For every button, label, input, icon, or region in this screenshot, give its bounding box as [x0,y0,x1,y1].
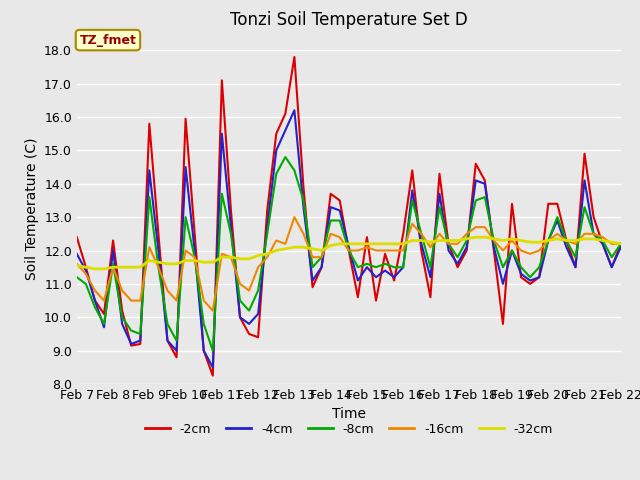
-32cm [73,263,81,268]
-8cm [200,321,207,327]
-8cm [617,241,625,247]
-4cm [563,244,570,250]
-16cm [291,214,298,220]
-8cm [182,214,189,220]
-8cm [273,171,280,177]
-32cm [91,266,99,272]
-8cm [282,154,289,160]
-32cm [408,238,416,243]
-2cm [291,54,298,60]
-32cm [617,241,625,247]
Y-axis label: Soil Temperature (C): Soil Temperature (C) [24,138,38,280]
-2cm [273,131,280,137]
-16cm [381,248,389,253]
-4cm [209,364,216,370]
-32cm [563,238,570,243]
-2cm [617,241,625,247]
Legend: -2cm, -4cm, -8cm, -16cm, -32cm: -2cm, -4cm, -8cm, -16cm, -32cm [140,418,558,441]
-2cm [563,238,570,243]
-2cm [200,348,207,353]
-4cm [73,251,81,257]
Line: -4cm: -4cm [77,110,621,367]
-32cm [372,241,380,247]
-2cm [209,373,216,379]
-2cm [381,251,389,257]
-16cm [417,231,425,237]
-32cm [273,248,280,253]
-16cm [273,238,280,243]
Line: -2cm: -2cm [77,57,621,376]
-16cm [209,308,216,313]
-8cm [563,238,570,243]
-16cm [200,298,207,303]
-8cm [417,231,425,237]
-8cm [381,261,389,267]
Text: TZ_fmet: TZ_fmet [79,34,136,47]
Line: -16cm: -16cm [77,217,621,311]
-4cm [417,241,425,247]
-16cm [73,261,81,267]
-4cm [200,348,207,353]
-16cm [563,238,570,243]
-4cm [617,244,625,250]
Line: -8cm: -8cm [77,157,621,350]
-2cm [182,116,189,121]
-2cm [417,248,425,253]
-16cm [617,241,625,247]
X-axis label: Time: Time [332,408,366,421]
-16cm [182,248,189,253]
-4cm [182,164,189,170]
Line: -32cm: -32cm [77,237,621,269]
Title: Tonzi Soil Temperature Set D: Tonzi Soil Temperature Set D [230,11,468,29]
-4cm [381,268,389,274]
-2cm [73,234,81,240]
-8cm [73,275,81,280]
-4cm [273,147,280,153]
-32cm [472,234,479,240]
-32cm [191,258,198,264]
-4cm [291,108,298,113]
-32cm [209,259,216,265]
-8cm [209,348,216,353]
